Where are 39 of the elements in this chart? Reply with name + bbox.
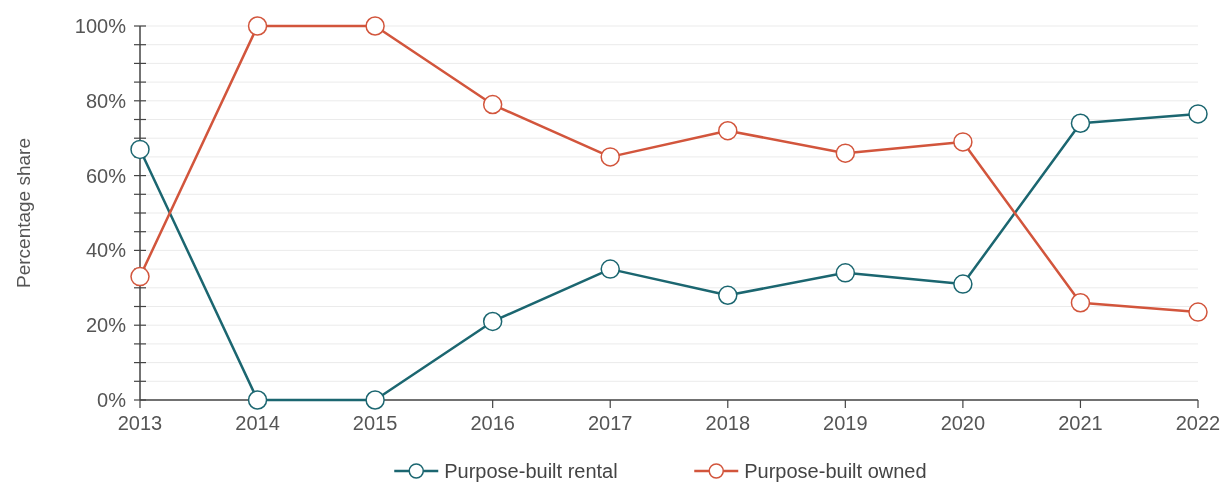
point — [953, 274, 973, 294]
point — [953, 132, 973, 152]
point — [247, 16, 268, 36]
point — [482, 94, 503, 115]
x-tick-label: 2020 — [940, 412, 986, 434]
y-tick-label: 60% — [85, 164, 127, 187]
point — [1188, 302, 1208, 322]
x-tick-label: 2019 — [823, 412, 868, 434]
y-axis-title: Percentage share — [13, 138, 34, 288]
point — [130, 266, 150, 287]
y-tick-label: 100% — [74, 15, 127, 37]
point — [365, 16, 385, 36]
y-tick-label: 20% — [85, 314, 127, 337]
point — [600, 147, 620, 167]
y-tick-label: 40% — [85, 239, 127, 262]
x-tick-label: 2022 — [1175, 412, 1221, 434]
legend-label: Purpose-built rental — [444, 460, 618, 482]
x-tick-label: 2015 — [352, 412, 398, 434]
point — [835, 143, 856, 163]
point — [365, 390, 385, 410]
point — [482, 311, 503, 332]
x-tick-label: 2013 — [117, 412, 163, 434]
x-tick-label: 2016 — [470, 412, 515, 434]
y-tick-label: 80% — [85, 89, 127, 112]
x-tick-label: 2018 — [705, 412, 751, 434]
x-tick-label: 2014 — [235, 412, 280, 434]
point — [718, 120, 738, 141]
point — [718, 285, 738, 306]
point — [1070, 293, 1091, 313]
x-tick-label: 2017 — [587, 412, 633, 434]
point — [835, 263, 856, 283]
point — [600, 259, 620, 279]
legend-label: Purpose-built owned — [744, 460, 927, 482]
point — [247, 390, 268, 410]
x-tick-label: 2021 — [1058, 412, 1103, 434]
point — [1188, 104, 1208, 124]
y-tick-label: 0% — [97, 389, 127, 411]
point — [1070, 113, 1091, 133]
point — [130, 139, 150, 160]
